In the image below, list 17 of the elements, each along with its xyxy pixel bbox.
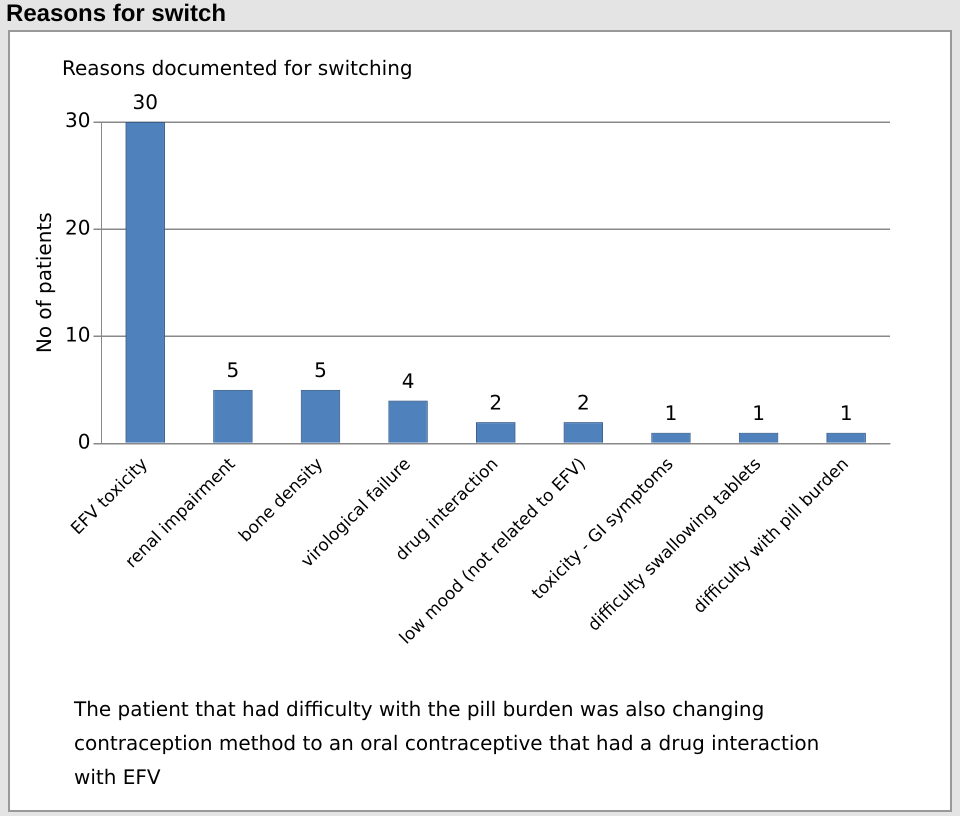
y-tick-label: 20 — [64, 215, 90, 240]
data-label: 30 — [132, 90, 158, 114]
data-label: 4 — [402, 368, 414, 393]
data-label: 1 — [664, 400, 678, 425]
data-label: 1 — [840, 400, 853, 425]
chart-title: Reasons for switch — [6, 0, 226, 28]
y-tick-label: 10 — [64, 322, 90, 347]
chart-subtitle: Reasons documented for switching — [62, 56, 413, 80]
data-label: 2 — [489, 390, 502, 414]
data-label: 5 — [226, 358, 240, 382]
data-label: 1 — [752, 400, 765, 425]
data-label: 5 — [314, 358, 327, 382]
y-axis-title: No of patients — [32, 212, 56, 354]
y-tick-label: 0 — [78, 430, 90, 454]
data-label: 2 — [576, 390, 590, 414]
y-tick-label: 30 — [64, 108, 90, 132]
text: The patient that had difficulty with the pill burden was also changing contraception method to an oral contraceptive that had a drug interaction with EFV — [74, 696, 820, 791]
